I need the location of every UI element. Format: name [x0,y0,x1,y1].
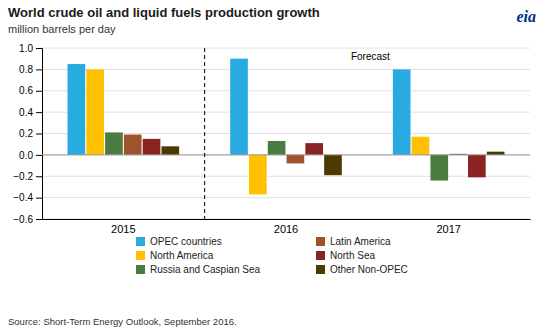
x-axis: 2015 2016 2017 [43,219,531,235]
y-tick-label: −0.6 [13,214,33,225]
bars [68,59,505,195]
y-tick-label: 0.2 [19,128,33,139]
bar [305,143,323,155]
grid-line [42,90,530,91]
legend-label: Latin America [330,236,391,247]
forecast-label-bg [349,50,392,63]
legend: OPEC countries North America Russia and Ca… [136,236,408,275]
bar [68,64,86,155]
legend-label: North America [150,250,214,261]
bar-series [143,139,486,177]
x-tick: 2017 [436,219,460,235]
grid-line [42,154,530,155]
legend-item: Latin America [316,236,391,247]
plot: −0.6 −0.4 −0.2 0.0 0.2 0.4 0.6 0.8 1.0 Forecast 20… [13,43,530,235]
bar [430,155,448,181]
legend-swatch [136,265,145,274]
bar [124,135,142,155]
legend-item: Other Non-OPEC [316,264,408,275]
bar-series [124,135,467,164]
y-tick: 0.0 [19,150,42,161]
y-tick-label: 0.6 [19,85,33,96]
y-tick-mark [36,134,42,135]
y-tick: −0.6 [13,214,42,225]
bar [249,155,267,195]
y-axis-line [36,49,43,220]
legend-swatch [136,251,145,260]
legend-label: Russia and Caspian Sea [150,264,261,275]
x-tick: 2016 [274,219,298,235]
y-tick-label: −0.2 [13,171,33,182]
bar [268,141,286,155]
y-tick: 0.4 [19,107,42,118]
grid-line [42,197,530,198]
legend-label: North Sea [330,250,375,261]
y-axis: −0.6 −0.4 −0.2 0.0 0.2 0.4 0.6 0.8 1.0 [13,43,42,225]
legend-swatch [316,265,325,274]
y-tick: −0.4 [13,192,42,203]
bar [468,155,486,177]
chart: World crude oil and liquid fuels product… [0,0,550,331]
x-axis-line [43,219,531,220]
legend-item: North Sea [316,250,375,261]
legend-item: Russia and Caspian Sea [136,264,261,275]
bar [86,69,104,155]
grid-line [42,112,530,113]
source: Source: Short-Term Energy Outlook, Septe… [8,316,237,327]
y-tick-mark [36,48,42,49]
bar [161,146,179,155]
bar [105,132,123,154]
y-tick-label: 0.8 [19,64,33,75]
y-tick-mark [36,176,42,177]
grid-line [42,69,530,70]
legend-item: North America [136,250,214,261]
y-tick: −0.2 [13,171,42,182]
bar-series [86,69,429,194]
title: World crude oil and liquid fuels product… [8,5,320,20]
legend-swatch [316,251,325,260]
grid-line [42,176,530,177]
logo: eia [516,8,536,25]
x-tick-label: 2017 [436,223,460,235]
y-tick-mark [36,198,42,199]
bar-series [161,146,504,175]
x-tick-label: 2016 [274,223,298,235]
legend-label: Other Non-OPEC [330,264,408,275]
legend-label: OPEC countries [150,236,222,247]
y-tick-mark [36,91,42,92]
legend-swatch [316,237,325,246]
y-tick-mark [36,219,42,220]
bar [287,155,305,164]
x-tick-label: 2015 [111,223,135,235]
y-tick: 0.8 [19,64,42,75]
legend-swatch [136,237,145,246]
forecast-divider [204,48,205,219]
bar [393,69,411,155]
bar-series [68,59,411,155]
legend-item: OPEC countries [136,236,222,247]
bar [412,137,430,155]
bar-series [105,132,448,180]
grid-line [42,219,530,220]
x-tick: 2015 [111,219,135,235]
forecast-label: Forecast [351,51,390,62]
y-tick: 0.6 [19,85,42,96]
bar [143,139,161,155]
y-tick-mark [36,69,42,70]
y-tick-mark [36,112,42,113]
y-tick: 1.0 [19,43,42,54]
zero-line [42,154,530,155]
bar [230,59,248,155]
y-tick-label: 0.4 [19,107,33,118]
grid [42,48,530,219]
subtitle: million barrels per day [8,23,116,35]
bar [324,155,342,175]
y-tick-label: 1.0 [19,43,33,54]
y-tick: 0.2 [19,128,42,139]
grid-line [42,48,530,49]
y-tick-label: −0.4 [13,192,33,203]
y-tick-label: 0.0 [19,150,33,161]
y-tick-mark [36,155,42,156]
